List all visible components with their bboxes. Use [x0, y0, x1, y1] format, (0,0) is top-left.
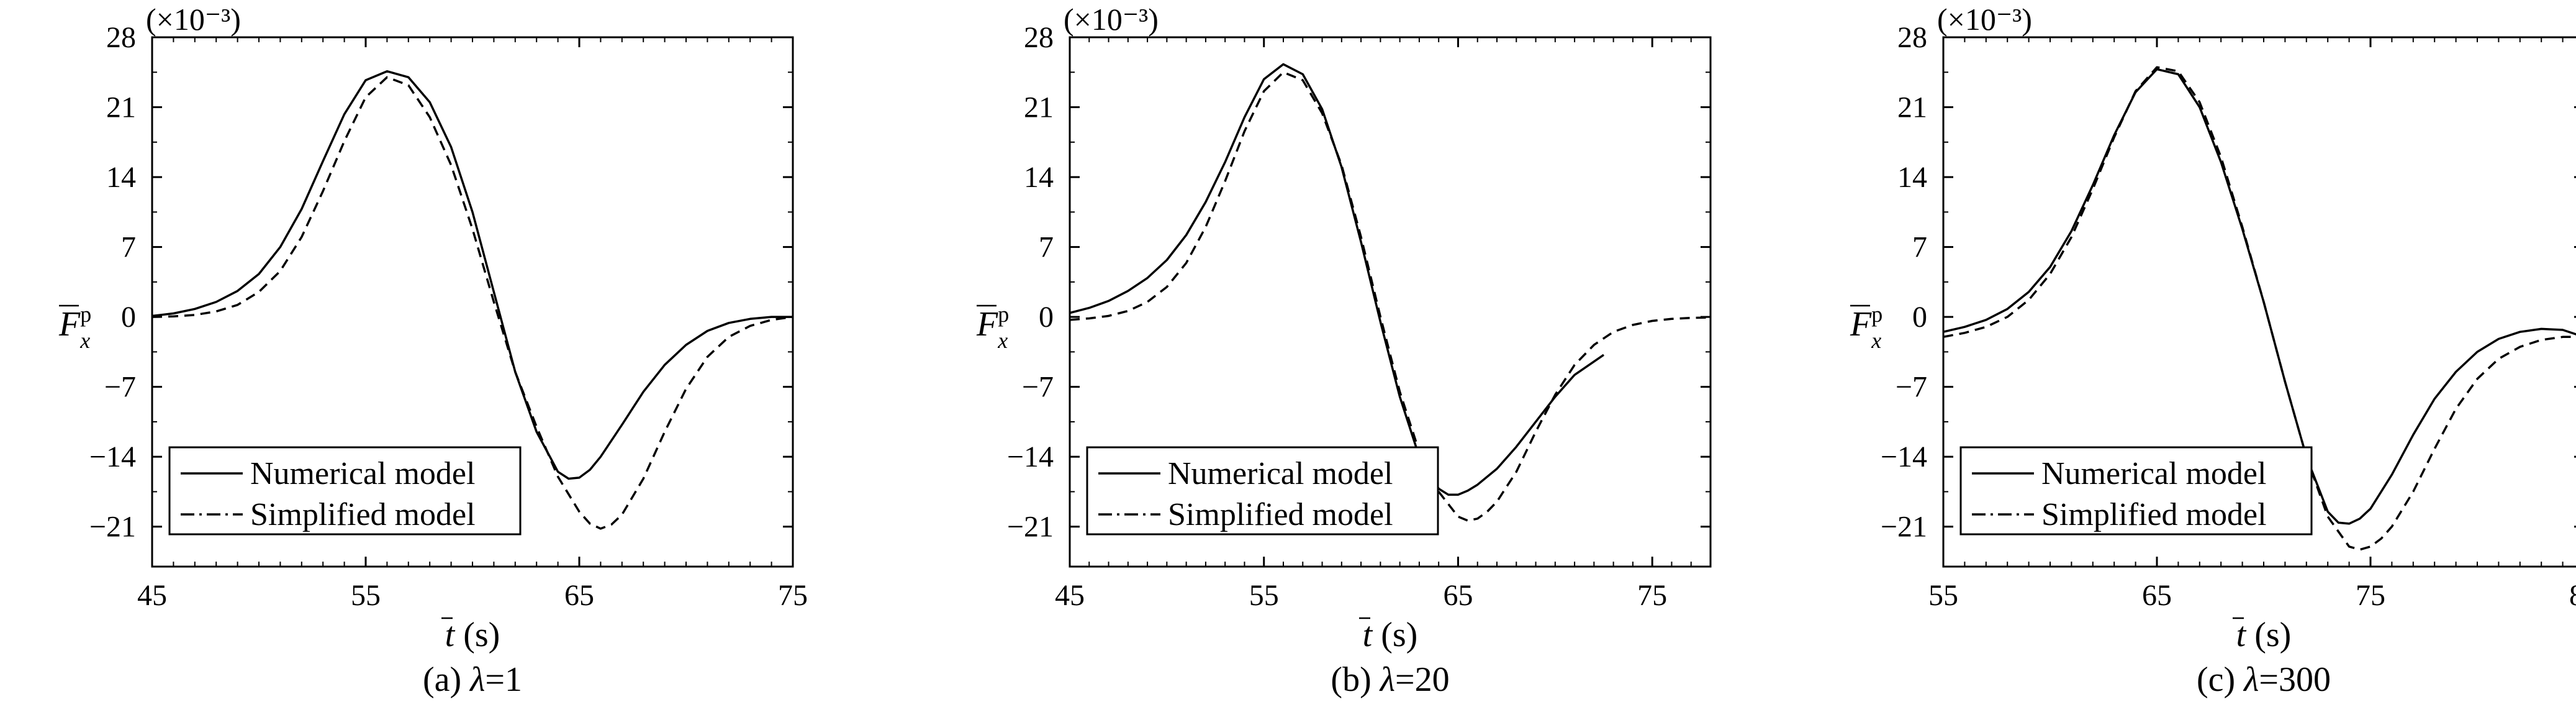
x-tick-label: 55 [1928, 579, 1958, 612]
y-multiplier: (×10⁻³) [1064, 2, 1159, 37]
legend-label: Numerical model [2041, 456, 2266, 491]
y-multiplier: (×10⁻³) [146, 2, 241, 37]
x-axis-label: t (s) [445, 616, 500, 654]
legend-label: Numerical model [250, 456, 475, 491]
caption-lambda: λ [469, 660, 485, 699]
x-tick-label: 75 [2356, 579, 2385, 612]
y-tick-label: 28 [1024, 21, 1054, 54]
legend-label: Simplified model [250, 497, 476, 532]
x-tick-label: 75 [778, 579, 808, 612]
x-tick-label: 75 [1637, 579, 1667, 612]
x-tick-label: 65 [2142, 579, 2172, 612]
caption-value: =1 [485, 660, 522, 699]
x-axis-unit: (s) [1372, 616, 1417, 654]
caption-value: =20 [1395, 660, 1450, 699]
x-axis-symbol: t [2236, 616, 2247, 654]
y-axis-label: Fp x [976, 302, 1009, 353]
y-tick-label: 21 [1024, 91, 1054, 124]
y-axis-superscript: p [998, 302, 1009, 327]
y-axis-subscript: x [1871, 328, 1881, 353]
y-tick-label: 7 [1039, 231, 1054, 264]
x-tick-label: 65 [1443, 579, 1473, 612]
y-axis-subscript: x [79, 328, 90, 353]
y-axis-symbol: F [976, 305, 998, 344]
y-axis-superscript: p [80, 302, 91, 327]
x-tick-label: 55 [1249, 579, 1279, 612]
numerical-model-line [152, 70, 793, 480]
y-axis-superscript: p [1871, 302, 1882, 327]
x-axis-unit: (s) [454, 616, 500, 654]
x-axis-unit: (s) [2246, 616, 2291, 654]
y-tick-label: 0 [1912, 301, 1927, 334]
y-tick-label: 14 [106, 161, 136, 194]
y-tick-label: 21 [1897, 91, 1927, 124]
caption-prefix: (a) [423, 660, 470, 699]
y-axis-symbol: F [58, 305, 81, 344]
legend-box [168, 446, 522, 536]
legend-label: Numerical model [1168, 456, 1393, 491]
caption-prefix: (c) [2197, 660, 2244, 699]
y-tick-label: −21 [89, 511, 136, 544]
x-tick-label: 45 [1055, 579, 1085, 612]
caption-prefix: (b) [1331, 660, 1380, 699]
y-tick-label: 14 [1897, 161, 1927, 194]
y-tick-label: −14 [89, 440, 136, 473]
caption-lambda: λ [2243, 660, 2259, 699]
simplified-model-line [1070, 71, 1711, 522]
legend-box [1959, 446, 2313, 536]
simplified-model-line [1943, 66, 2576, 551]
x-tick-label: 85 [2569, 579, 2576, 612]
y-tick-label: −14 [1007, 440, 1054, 473]
y-axis-subscript: x [997, 328, 1008, 353]
y-tick-label: 21 [106, 91, 136, 124]
legend-box [1086, 446, 1439, 536]
x-axis-label: t (s) [1363, 616, 1418, 654]
caption-lambda: λ [1379, 660, 1395, 699]
plot-frame [1069, 36, 1712, 568]
x-tick-label: 55 [351, 579, 381, 612]
y-tick-label: 7 [1912, 231, 1927, 264]
y-tick-label: 14 [1024, 161, 1054, 194]
y-tick-label: −14 [1881, 440, 1927, 473]
y-tick-label: −7 [1022, 371, 1054, 404]
y-tick-label: 0 [121, 301, 136, 334]
x-tick-label: 45 [137, 579, 167, 612]
panel-caption: (c) λ=300 [2197, 660, 2331, 699]
y-tick-label: −7 [104, 371, 136, 404]
y-tick-label: 28 [1897, 21, 1927, 54]
x-axis-label: t (s) [2236, 616, 2292, 654]
y-tick-label: −21 [1007, 511, 1054, 544]
y-tick-label: −7 [1896, 371, 1927, 404]
x-axis-symbol: t [1363, 616, 1373, 654]
y-tick-label: 7 [121, 231, 136, 264]
y-tick-label: 0 [1039, 301, 1054, 334]
numerical-model-line [1070, 63, 1604, 496]
panel-caption: (b) λ=20 [1331, 660, 1449, 699]
x-tick-label: 65 [564, 579, 594, 612]
y-axis-symbol: F [1850, 305, 1872, 344]
legend-label: Simplified model [1168, 497, 1393, 532]
y-axis-label: Fp x [58, 302, 91, 353]
legend-label: Simplified model [2041, 497, 2267, 532]
simplified-model-line [152, 76, 793, 530]
panel-caption: (a) λ=1 [423, 660, 522, 699]
caption-value: =300 [2259, 660, 2331, 699]
x-axis-symbol: t [445, 616, 456, 654]
y-tick-label: −21 [1881, 511, 1927, 544]
y-tick-label: 28 [106, 21, 136, 54]
y-multiplier: (×10⁻³) [1937, 2, 2032, 37]
y-axis-label: Fp x [1850, 302, 1882, 353]
